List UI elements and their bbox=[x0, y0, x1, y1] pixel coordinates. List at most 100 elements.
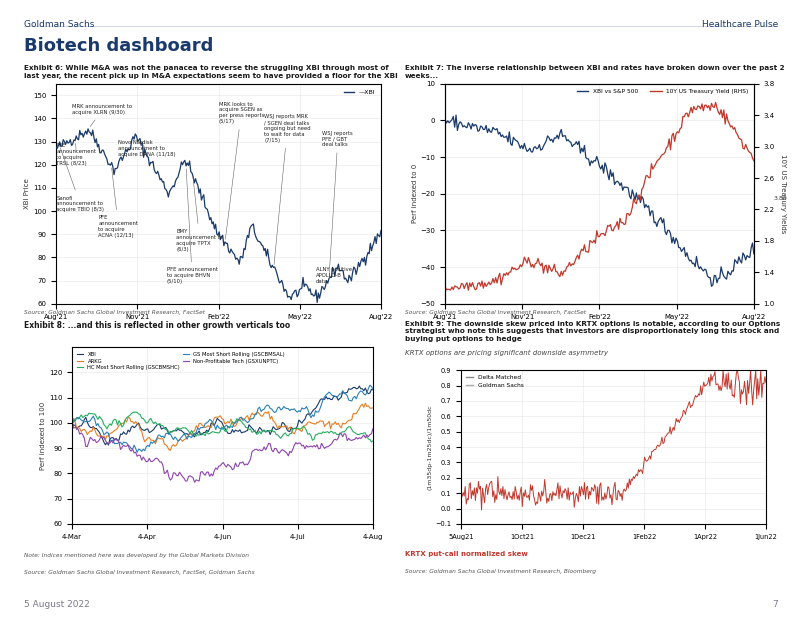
Non-Profitable Tech (GSXUNPTC) bbox=[79, 435, 89, 442]
Text: Exhibit 7: The inverse relationship between XBI and rates have broken down over : Exhibit 7: The inverse relationship betw… bbox=[405, 65, 784, 79]
Non-Profitable Tech (GSXUNPTC) bbox=[354, 434, 364, 441]
Text: 3.80: 3.80 bbox=[774, 196, 788, 201]
Line: 10Y US Treasury Yield (RHS): 10Y US Treasury Yield (RHS) bbox=[445, 102, 754, 290]
ARKG bbox=[79, 426, 89, 433]
HC Most Short Rolling (GSCBMSHC) bbox=[149, 420, 159, 427]
Legend: Delta Matched, Goldman Sachs: Delta Matched, Goldman Sachs bbox=[464, 373, 526, 391]
Text: 7: 7 bbox=[772, 600, 778, 609]
Text: Biotech dashboard: Biotech dashboard bbox=[24, 37, 213, 55]
Text: Novo Nordisk
announcement to
acquire DRNA (11/18): Novo Nordisk announcement to acquire DRN… bbox=[118, 140, 176, 156]
ARKG bbox=[124, 414, 133, 421]
XBI vs S&P 500 bbox=[440, 116, 450, 123]
Y-axis label: (1m35dp-1m25dc)/1m50dc: (1m35dp-1m25dc)/1m50dc bbox=[427, 404, 432, 490]
10Y US Treasury Yield (RHS) bbox=[440, 283, 450, 290]
XBI bbox=[149, 426, 159, 433]
Line: GS Most Short Rolling (GSCBMSAL): GS Most Short Rolling (GSCBMSAL) bbox=[72, 385, 373, 452]
Non-Profitable Tech (GSXUNPTC) bbox=[67, 419, 77, 427]
XBI bbox=[67, 419, 77, 427]
XBI bbox=[86, 423, 95, 431]
Text: Source: Goldman Sachs Global Investment Research, FactSet, Goldman Sachs: Source: Goldman Sachs Global Investment … bbox=[24, 570, 255, 575]
10Y US Treasury Yield (RHS) bbox=[582, 248, 592, 255]
GS Most Short Rolling (GSCBMSAL) bbox=[67, 419, 77, 427]
Legend: —XBI: —XBI bbox=[342, 87, 378, 97]
XBI bbox=[356, 385, 366, 392]
Text: MRK announcement to
acquire XLRN (9/30): MRK announcement to acquire XLRN (9/30) bbox=[72, 104, 132, 126]
XBI bbox=[354, 383, 364, 390]
Text: PFE
announcement
to acquire
TRSL (8/23): PFE announcement to acquire TRSL (8/23) bbox=[56, 143, 96, 166]
Text: ALNY positive
APOLLO-B
data: ALNY positive APOLLO-B data bbox=[316, 267, 352, 288]
ARKG bbox=[67, 419, 77, 427]
GS Most Short Rolling (GSCBMSAL) bbox=[79, 418, 89, 425]
GS Most Short Rolling (GSCBMSAL) bbox=[132, 448, 142, 456]
XBI bbox=[368, 386, 378, 394]
Text: PFE
announcement
to acquire
ACNA (12/13): PFE announcement to acquire ACNA (12/13) bbox=[99, 168, 139, 237]
10Y US Treasury Yield (RHS) bbox=[749, 157, 759, 164]
XBI vs S&P 500 bbox=[470, 121, 480, 128]
Y-axis label: Perf indexed to 100: Perf indexed to 100 bbox=[40, 401, 47, 470]
ARKG bbox=[86, 427, 95, 435]
Text: Healthcare Pulse: Healthcare Pulse bbox=[702, 20, 778, 29]
Text: BMY
announcement to
acquire TPTX
(6/3): BMY announcement to acquire TPTX (6/3) bbox=[176, 175, 223, 252]
Legend: XBI, ARKG, HC Most Short Rolling (GSCBMSHC), GS Most Short Rolling (GSCBMSAL), N: XBI, ARKG, HC Most Short Rolling (GSCBMS… bbox=[75, 350, 287, 372]
HC Most Short Rolling (GSCBMSHC) bbox=[367, 438, 376, 446]
Non-Profitable Tech (GSXUNPTC) bbox=[124, 441, 133, 449]
Non-Profitable Tech (GSXUNPTC) bbox=[86, 433, 95, 441]
XBI vs S&P 500 bbox=[572, 138, 581, 146]
Text: WSJ reports MRK
/ SGEN deal talks
ongoing but need
to wait for data
(7/15): WSJ reports MRK / SGEN deal talks ongoin… bbox=[264, 115, 310, 265]
Text: Source: Goldman Sachs Global Investment Research, FactSet: Source: Goldman Sachs Global Investment … bbox=[405, 310, 586, 315]
GS Most Short Rolling (GSCBMSAL) bbox=[368, 386, 378, 393]
10Y US Treasury Yield (RHS) bbox=[464, 286, 473, 294]
XBI bbox=[103, 441, 113, 449]
Y-axis label: XBI Price: XBI Price bbox=[24, 179, 30, 209]
Text: Exhibit 6: While M&A was not the panacea to reverse the struggling XBI through m: Exhibit 6: While M&A was not the panacea… bbox=[24, 65, 398, 79]
ARKG bbox=[354, 405, 364, 412]
Text: Source: Goldman Sachs Global Investment Research, FactSet: Source: Goldman Sachs Global Investment … bbox=[24, 310, 205, 315]
GS Most Short Rolling (GSCBMSAL) bbox=[344, 396, 354, 404]
XBI vs S&P 500 bbox=[707, 283, 716, 290]
Line: HC Most Short Rolling (GSCBMSHC): HC Most Short Rolling (GSCBMSHC) bbox=[72, 412, 373, 442]
XBI vs S&P 500 bbox=[582, 155, 592, 162]
GS Most Short Rolling (GSCBMSAL) bbox=[149, 438, 159, 446]
Line: XBI: XBI bbox=[72, 386, 373, 445]
Text: Goldman Sachs: Goldman Sachs bbox=[24, 20, 95, 29]
Non-Profitable Tech (GSXUNPTC) bbox=[344, 435, 354, 442]
10Y US Treasury Yield (RHS) bbox=[470, 286, 480, 293]
GS Most Short Rolling (GSCBMSAL) bbox=[354, 389, 364, 396]
Text: Sanofi
announcement to
acquire TBIO (8/3): Sanofi announcement to acquire TBIO (8/3… bbox=[56, 148, 104, 212]
XBI vs S&P 500 bbox=[452, 112, 461, 119]
Text: KRTX options are pricing significant downside asymmetry: KRTX options are pricing significant dow… bbox=[405, 350, 608, 356]
Text: WSJ reports
PFE / GBT
deal talks: WSJ reports PFE / GBT deal talks bbox=[322, 131, 353, 276]
Y-axis label: 10Y US Treasury Yields: 10Y US Treasury Yields bbox=[780, 154, 786, 234]
10Y US Treasury Yield (RHS) bbox=[599, 230, 609, 237]
GS Most Short Rolling (GSCBMSAL) bbox=[365, 381, 375, 389]
ARKG bbox=[361, 399, 371, 407]
XBI vs S&P 500 bbox=[599, 169, 609, 177]
Line: ARKG: ARKG bbox=[72, 403, 373, 451]
ARKG bbox=[165, 447, 175, 454]
XBI vs S&P 500 bbox=[683, 249, 692, 257]
ARKG bbox=[344, 417, 354, 424]
Text: PFE announcement
to acquire BHVN
(5/10): PFE announcement to acquire BHVN (5/10) bbox=[167, 169, 217, 284]
HC Most Short Rolling (GSCBMSHC) bbox=[124, 413, 133, 420]
10Y US Treasury Yield (RHS) bbox=[683, 109, 692, 117]
XBI vs S&P 500 bbox=[749, 250, 759, 258]
HC Most Short Rolling (GSCBMSHC) bbox=[368, 437, 378, 445]
HC Most Short Rolling (GSCBMSHC) bbox=[354, 431, 364, 438]
Line: XBI vs S&P 500: XBI vs S&P 500 bbox=[445, 115, 754, 286]
HC Most Short Rolling (GSCBMSHC) bbox=[131, 409, 140, 416]
HC Most Short Rolling (GSCBMSHC) bbox=[86, 410, 95, 417]
Text: Exhibit 8: ...and this is reflected in other growth verticals too: Exhibit 8: ...and this is reflected in o… bbox=[24, 321, 290, 330]
XBI bbox=[344, 385, 354, 392]
GS Most Short Rolling (GSCBMSAL) bbox=[86, 417, 95, 425]
Text: Exhibit 9: The downside skew priced into KRTX options is notable, according to o: Exhibit 9: The downside skew priced into… bbox=[405, 321, 780, 342]
HC Most Short Rolling (GSCBMSHC) bbox=[344, 423, 354, 430]
ARKG bbox=[148, 436, 157, 444]
Non-Profitable Tech (GSXUNPTC) bbox=[368, 425, 378, 433]
XBI bbox=[79, 416, 89, 423]
Text: KRTX put-call normalized skew: KRTX put-call normalized skew bbox=[405, 551, 528, 557]
XBI bbox=[125, 428, 135, 436]
Non-Profitable Tech (GSXUNPTC) bbox=[148, 458, 157, 465]
Y-axis label: Perf indexed to 0: Perf indexed to 0 bbox=[411, 164, 418, 223]
Non-Profitable Tech (GSXUNPTC) bbox=[190, 479, 200, 486]
10Y US Treasury Yield (RHS) bbox=[572, 254, 581, 262]
